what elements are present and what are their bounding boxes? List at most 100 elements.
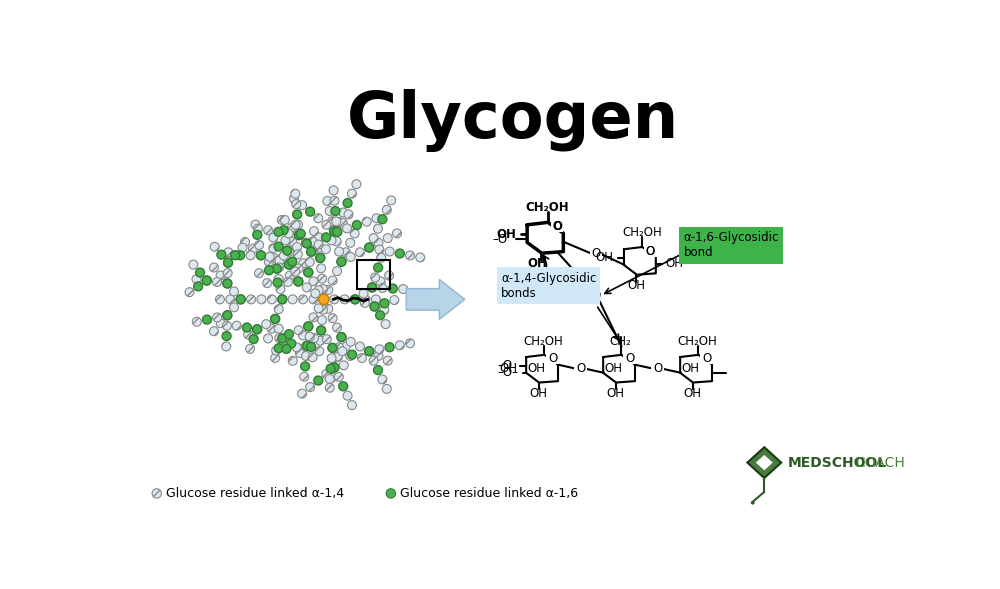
Text: Glucose residue linked α-1,6: Glucose residue linked α-1,6 xyxy=(400,487,578,500)
Circle shape xyxy=(294,231,303,240)
Circle shape xyxy=(288,237,297,246)
Circle shape xyxy=(287,223,296,232)
Circle shape xyxy=(253,224,262,233)
Text: OH: OH xyxy=(606,387,624,400)
Circle shape xyxy=(263,279,272,287)
Circle shape xyxy=(317,264,326,273)
Circle shape xyxy=(278,334,287,343)
Circle shape xyxy=(360,299,369,307)
Circle shape xyxy=(371,295,380,304)
Circle shape xyxy=(307,247,316,256)
Circle shape xyxy=(288,356,297,365)
Circle shape xyxy=(330,363,339,372)
Circle shape xyxy=(223,311,232,320)
Circle shape xyxy=(280,216,289,224)
Circle shape xyxy=(248,244,257,253)
Circle shape xyxy=(152,489,161,498)
Circle shape xyxy=(256,251,265,260)
Circle shape xyxy=(375,245,384,254)
Circle shape xyxy=(281,344,290,353)
Circle shape xyxy=(271,315,280,323)
Circle shape xyxy=(348,189,356,198)
Circle shape xyxy=(273,278,282,287)
Circle shape xyxy=(202,276,211,285)
Circle shape xyxy=(281,236,290,245)
Circle shape xyxy=(301,239,310,247)
Circle shape xyxy=(337,333,346,342)
FancyBboxPatch shape xyxy=(551,221,563,233)
Circle shape xyxy=(276,284,285,293)
Circle shape xyxy=(387,196,396,205)
Text: OH: OH xyxy=(499,362,517,375)
Circle shape xyxy=(319,295,328,304)
Text: CH₂OH: CH₂OH xyxy=(678,335,717,348)
Circle shape xyxy=(202,276,211,285)
Text: O: O xyxy=(576,362,585,375)
Circle shape xyxy=(327,236,336,245)
Circle shape xyxy=(230,303,238,312)
Circle shape xyxy=(365,347,374,356)
Text: –O: –O xyxy=(493,233,508,246)
Circle shape xyxy=(325,207,334,216)
Circle shape xyxy=(278,295,287,304)
Text: CH₂OH: CH₂OH xyxy=(622,226,662,239)
Circle shape xyxy=(272,346,281,355)
Circle shape xyxy=(368,283,377,292)
Circle shape xyxy=(316,253,325,263)
Circle shape xyxy=(246,251,255,260)
Circle shape xyxy=(223,311,232,320)
Circle shape xyxy=(292,200,301,209)
Circle shape xyxy=(330,227,339,236)
Circle shape xyxy=(377,253,386,262)
Circle shape xyxy=(344,210,353,219)
Circle shape xyxy=(343,224,352,233)
Circle shape xyxy=(278,295,287,304)
Circle shape xyxy=(288,257,297,266)
Circle shape xyxy=(244,330,253,339)
Circle shape xyxy=(343,391,352,400)
Circle shape xyxy=(274,305,283,313)
Circle shape xyxy=(236,295,245,304)
Circle shape xyxy=(395,249,404,258)
Circle shape xyxy=(302,352,311,360)
Circle shape xyxy=(322,335,331,343)
Circle shape xyxy=(351,295,360,304)
Circle shape xyxy=(321,245,330,254)
Text: Glucose residue linked α-1,4: Glucose residue linked α-1,4 xyxy=(166,487,344,500)
Circle shape xyxy=(370,302,379,311)
Circle shape xyxy=(302,239,311,248)
Circle shape xyxy=(278,255,287,264)
Circle shape xyxy=(406,251,414,260)
Circle shape xyxy=(332,237,341,246)
Circle shape xyxy=(277,216,286,224)
Circle shape xyxy=(325,383,334,392)
Circle shape xyxy=(291,220,300,229)
Circle shape xyxy=(291,267,300,276)
Text: α-1,4-Glycosidic
bonds: α-1,4-Glycosidic bonds xyxy=(501,272,596,300)
Circle shape xyxy=(285,260,293,269)
Circle shape xyxy=(337,333,346,342)
Circle shape xyxy=(323,197,332,206)
Circle shape xyxy=(340,295,349,304)
Circle shape xyxy=(279,226,288,234)
Circle shape xyxy=(319,295,328,304)
Circle shape xyxy=(374,366,382,375)
FancyBboxPatch shape xyxy=(644,246,657,257)
Circle shape xyxy=(223,269,232,277)
Circle shape xyxy=(271,353,280,362)
Circle shape xyxy=(274,242,283,251)
Circle shape xyxy=(339,208,348,217)
Circle shape xyxy=(302,239,311,247)
Circle shape xyxy=(338,219,347,227)
Text: CH₂: CH₂ xyxy=(610,335,631,348)
Circle shape xyxy=(380,299,389,307)
Circle shape xyxy=(282,345,291,353)
Text: O: O xyxy=(625,352,634,365)
Circle shape xyxy=(365,243,374,252)
Circle shape xyxy=(196,268,205,277)
Circle shape xyxy=(189,260,198,269)
Circle shape xyxy=(271,315,280,323)
Circle shape xyxy=(283,246,292,255)
Circle shape xyxy=(238,243,247,252)
Circle shape xyxy=(291,189,300,198)
